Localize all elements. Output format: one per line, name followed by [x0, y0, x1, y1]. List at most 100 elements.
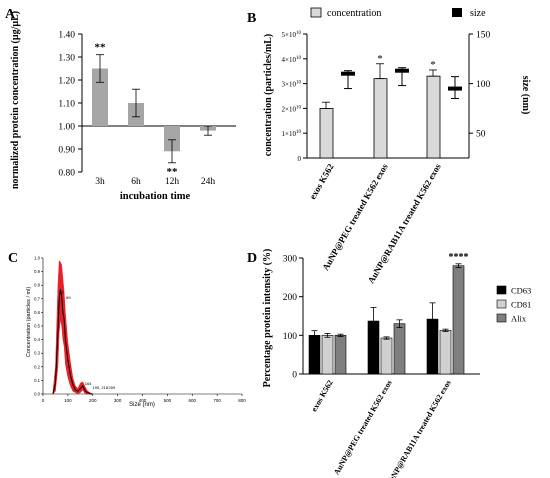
panel-d-bar-alix: [393, 323, 406, 375]
panel-label-a: A: [5, 7, 16, 22]
panel-a: A normalized protein concentration (µg/µ…: [5, 7, 236, 202]
panel-d-xtick-label: AuNP@PEG treated K562 exos: [332, 379, 394, 477]
panel-a-xlabel: incubation time: [120, 191, 191, 202]
panel-b: B concentration size concentration (part…: [247, 7, 531, 285]
panel-d-significance: ****: [449, 252, 469, 263]
panel-c-ytick-label: 0.9: [34, 269, 40, 274]
panel-a-xtick-label: 24h: [201, 177, 216, 187]
panel-c-xtick-label: 200: [89, 398, 97, 403]
panel-c-ytick-label: 0.5: [34, 324, 40, 329]
legend-swatch-cd63: [496, 285, 507, 295]
panel-b-left-tick-label: 4×1010: [282, 56, 302, 64]
panel-b-concentration-bar: [373, 78, 388, 159]
panel-c-xtick-label: 700: [213, 398, 221, 403]
panel-b-right-tick-label: 50: [476, 130, 486, 140]
panel-c-peak-label: 89: [66, 295, 71, 300]
legend-label-concentration: concentration: [327, 8, 381, 19]
panel-d-ylabel: Percentage protein intensity (%): [262, 249, 273, 388]
panel-a-ylabel: normalized protein concentration (µg/µL): [10, 11, 21, 189]
panel-a-ytick-label: 0.80: [58, 169, 75, 179]
panel-a-ytick-label: 1.20: [58, 77, 75, 87]
legend-label-size: size: [470, 8, 486, 19]
panel-c-mean-line: [52, 289, 93, 395]
panel-c-ytick-label: 1.0: [34, 256, 40, 261]
panel-b-size-marker: [448, 86, 462, 91]
legend-swatch-cd81: [496, 299, 507, 309]
panel-c-peak-label: 259: [108, 385, 115, 390]
panel-a-significance: **: [167, 166, 179, 178]
legend-label-cd81: CD81: [511, 300, 531, 310]
panel-d-ytick-label: 200: [283, 293, 298, 303]
panel-c-ytick-label: 0.1: [34, 378, 40, 383]
panel-d-bar-alix: [334, 335, 347, 375]
panel-c-xtick-label: 800: [238, 398, 246, 403]
panel-d-ytick-label: 300: [283, 255, 298, 265]
legend-label-cd63: CD63: [511, 286, 531, 296]
panel-c-peak-label: 195, 218: [93, 385, 109, 390]
panel-d-bar-cd81: [380, 337, 393, 375]
panel-d-xtick-label: exos K562: [309, 379, 334, 414]
panel-c-ytick-label: 0.8: [34, 283, 40, 288]
panel-b-concentration-bar: [426, 75, 441, 159]
panel-c-ytick-label: 0.4: [34, 337, 40, 342]
panel-b-left-tick-label: 3×1010: [282, 81, 302, 89]
panel-b-size-marker: [341, 71, 355, 76]
panel-d-bar-cd81: [439, 330, 452, 375]
panel-b-left-tick-label: 2×1010: [282, 105, 302, 113]
panel-c-xtick-label: 0: [42, 398, 45, 403]
panel-c-xtick-label: 500: [164, 398, 172, 403]
panel-c: C Concentration (particles / ml) Size (n…: [8, 251, 246, 408]
panel-b-left-tick-label: 0: [298, 155, 302, 163]
panel-b-right-tick-label: 150: [476, 31, 491, 41]
panel-a-xtick-label: 3h: [95, 177, 105, 187]
panel-c-xlabel: Size (nm): [129, 402, 155, 408]
legend-swatch-size: [452, 8, 462, 17]
panel-a-bar: [92, 68, 108, 126]
panel-a-ytick-label: 1.00: [58, 123, 75, 133]
panel-a-ytick-label: 1.40: [58, 31, 75, 41]
panel-c-xtick-label: 400: [139, 398, 147, 403]
panel-b-concentration-bar: [319, 108, 334, 159]
panel-c-xtick-label: 300: [114, 398, 122, 403]
panel-c-peak-label: 62: [59, 290, 64, 295]
panel-b-significance: *: [430, 59, 436, 71]
panel-b-size-marker: [395, 68, 409, 73]
panel-c-ytick-label: 0.0: [34, 392, 40, 397]
panel-b-ylabel-right: size (nm): [520, 76, 531, 115]
panel-b-significance: *: [377, 53, 383, 65]
panel-a-ytick-label: 1.30: [58, 54, 75, 64]
panel-c-ytick-label: 0.7: [34, 296, 40, 301]
panel-label-d: D: [247, 251, 257, 266]
panel-d-bar-alix: [452, 265, 465, 375]
panel-a-ytick-label: 1.10: [58, 100, 75, 110]
panel-d-ytick-label: 0: [292, 371, 297, 381]
panel-b-ylabel-left: concentration (particles/mL): [263, 34, 274, 156]
panel-a-xtick-label: 6h: [131, 177, 141, 187]
legend-swatch-concentration: [310, 7, 322, 18]
panel-b-xtick-label: exos K562: [307, 162, 336, 201]
panel-c-xtick-label: 600: [188, 398, 196, 403]
legend-swatch-alix: [496, 313, 507, 323]
panel-b-right-tick-label: 100: [476, 80, 491, 90]
panel-c-ytick-label: 0.6: [34, 310, 40, 315]
panel-a-significance: **: [95, 42, 107, 54]
panel-c-peak-label: 164: [85, 381, 92, 386]
panel-c-ylabel: Concentration (particles / ml): [26, 287, 32, 357]
panel-b-left-tick-label: 5×1010: [282, 31, 302, 39]
panel-a-ytick-label: 0.90: [58, 146, 75, 156]
panel-d-bar-cd81: [321, 335, 334, 375]
panel-d-bar-cd63: [308, 335, 321, 375]
panel-d-xtick-label: AuNP@RAB11A treated K562 exos: [384, 379, 452, 478]
panel-label-c: C: [8, 251, 18, 266]
legend-label-alix: Alix: [511, 314, 527, 324]
panel-d-ytick-label: 100: [283, 332, 298, 342]
panel-d: D Percentage protein intensity (%) 0 100 2…: [247, 249, 531, 478]
panel-a-bar: [164, 126, 180, 152]
panel-c-xtick-label: 100: [64, 398, 72, 403]
panel-c-ytick-label: 0.2: [34, 364, 40, 369]
panel-a-xtick-label: 12h: [165, 177, 180, 187]
panel-c-ytick-label: 0.3: [34, 351, 40, 356]
panel-c-error-band: [52, 260, 93, 395]
panel-label-b: B: [247, 11, 256, 26]
